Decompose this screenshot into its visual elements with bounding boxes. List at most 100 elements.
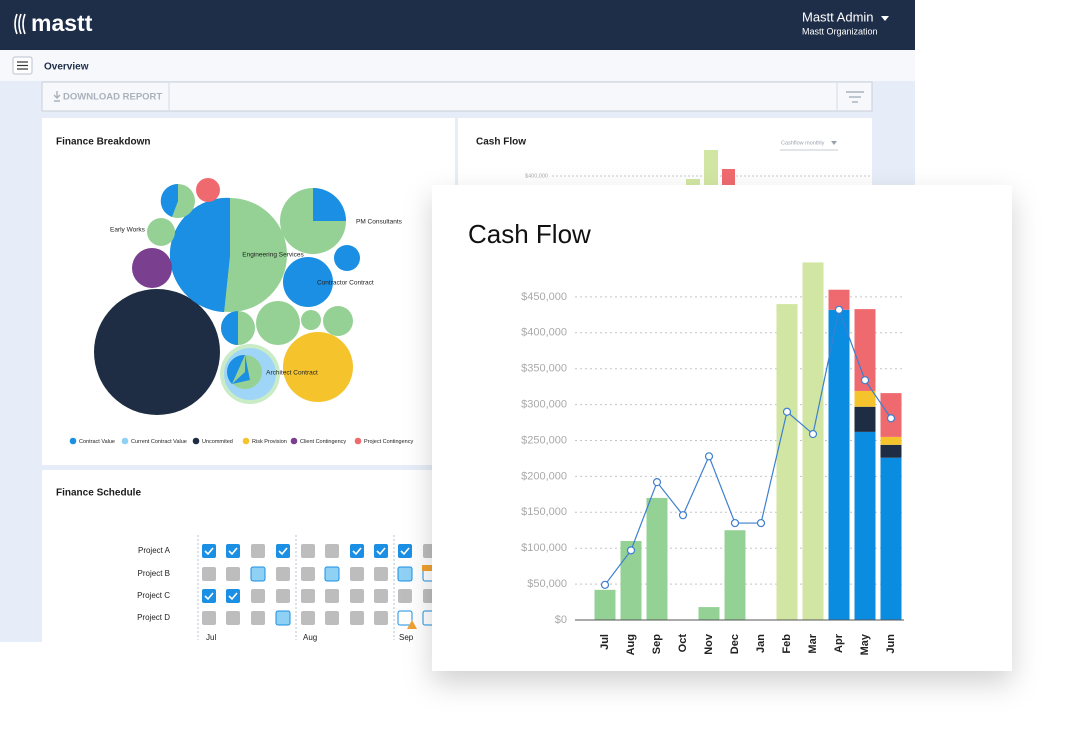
schedule-cell[interactable] [350,589,364,603]
schedule-cell[interactable] [325,611,339,625]
legend-swatch [121,437,129,445]
card-bg [432,185,1012,671]
check-icon [204,592,214,601]
bubble [94,289,220,415]
y-tick-label: $300,000 [521,399,567,411]
schedule-cell[interactable] [325,544,339,558]
schedule-cell[interactable] [202,567,216,581]
schedule-cell[interactable] [202,544,216,558]
x-tick-label: Jun [885,634,897,654]
schedule-cell[interactable] [398,544,412,558]
download-icon [53,91,61,102]
line-point [678,511,688,520]
x-tick-label: May [859,633,871,655]
x-tick-label: Nov [703,633,715,655]
schedule-cell[interactable] [251,589,265,603]
line-point [756,518,766,528]
x-tick-label: Dec [729,634,741,654]
schedule-cell[interactable] [226,611,240,625]
bar [828,289,850,310]
schedule-cell[interactable] [350,611,364,625]
user-menu-caret[interactable] [881,16,889,21]
bubble [301,310,321,330]
schedule-cell[interactable] [301,589,315,603]
x-tick-label: Jan [755,634,767,653]
y-tick-label: $450,000 [521,291,567,303]
schedule-cell[interactable] [250,566,266,582]
schedule-cell[interactable] [276,589,290,603]
check-icon [228,592,238,601]
schedule-cell[interactable] [397,610,413,626]
schedule-cell[interactable] [276,567,290,581]
toolbar [41,81,873,112]
user-name[interactable]: Mastt Admin [802,9,874,24]
legend-swatch [354,437,362,445]
month-label: Jul [206,633,216,642]
line-point [704,452,714,461]
x-tick-label: Jul [599,634,611,650]
schedule-cell[interactable] [374,611,388,625]
line-point [886,414,896,423]
schedule-cell[interactable] [301,567,315,581]
schedule-cell[interactable] [325,589,339,603]
line-point [782,407,792,416]
schedule-cell[interactable] [350,544,364,558]
schedule-cell[interactable] [398,589,412,603]
bubble-label: Architect Contract [266,370,318,377]
bar [620,541,642,620]
bubble [283,257,333,307]
schedule-cell[interactable] [324,566,340,582]
schedule-cell[interactable] [374,589,388,603]
schedule-cell[interactable] [276,544,290,558]
schedule-cell[interactable] [226,589,240,603]
x-tick-label: Oct [677,634,689,653]
schedule-cell[interactable] [374,567,388,581]
line-point [730,518,740,528]
bubble [334,245,360,271]
x-tick-label: Mar [807,633,819,653]
schedule-cell[interactable] [301,611,315,625]
bubble-slice [221,311,238,345]
schedule-flag [422,565,434,571]
logo-icon [14,13,26,35]
panel-title: Finance Schedule [56,488,141,499]
legend-label: Contract Value [79,439,115,445]
line-point [834,305,844,314]
check-icon [278,547,288,556]
schedule-cell[interactable] [275,610,291,626]
bar [880,436,902,445]
logo[interactable]: mastt [31,10,93,36]
bar [802,262,824,620]
schedule-cell[interactable] [251,544,265,558]
schedule-cell[interactable] [226,544,240,558]
schedule-cell[interactable] [374,544,388,558]
schedule-cell[interactable] [226,567,240,581]
check-icon [352,547,362,556]
sub-bar [0,50,915,81]
filter-button[interactable] [846,91,864,103]
legend-swatch [242,437,250,445]
period-dropdown[interactable]: Cashflow monthly [781,140,825,146]
schedule-cell[interactable] [301,544,315,558]
schedule-cell[interactable] [350,567,364,581]
organization: Mastt Organization [802,26,878,36]
line-point [808,429,818,439]
month-label: Aug [303,633,317,642]
legend-swatch [192,437,200,445]
panel-title: Cash Flow [476,137,526,148]
download-button[interactable]: DOWNLOAD REPORT [63,92,162,103]
schedule-cell[interactable] [397,566,413,582]
preview-tick: $400,000 [525,173,548,179]
bubble [323,306,353,336]
bubble-slice [227,354,250,384]
schedule-cell[interactable] [202,611,216,625]
project-label: Project C [137,591,170,600]
bubble [196,178,220,202]
legend-label: Uncommited [202,439,233,445]
schedule-cell[interactable] [202,589,216,603]
bubble [256,301,300,345]
schedule-cell[interactable] [251,611,265,625]
y-tick-label: $400,000 [521,327,567,339]
